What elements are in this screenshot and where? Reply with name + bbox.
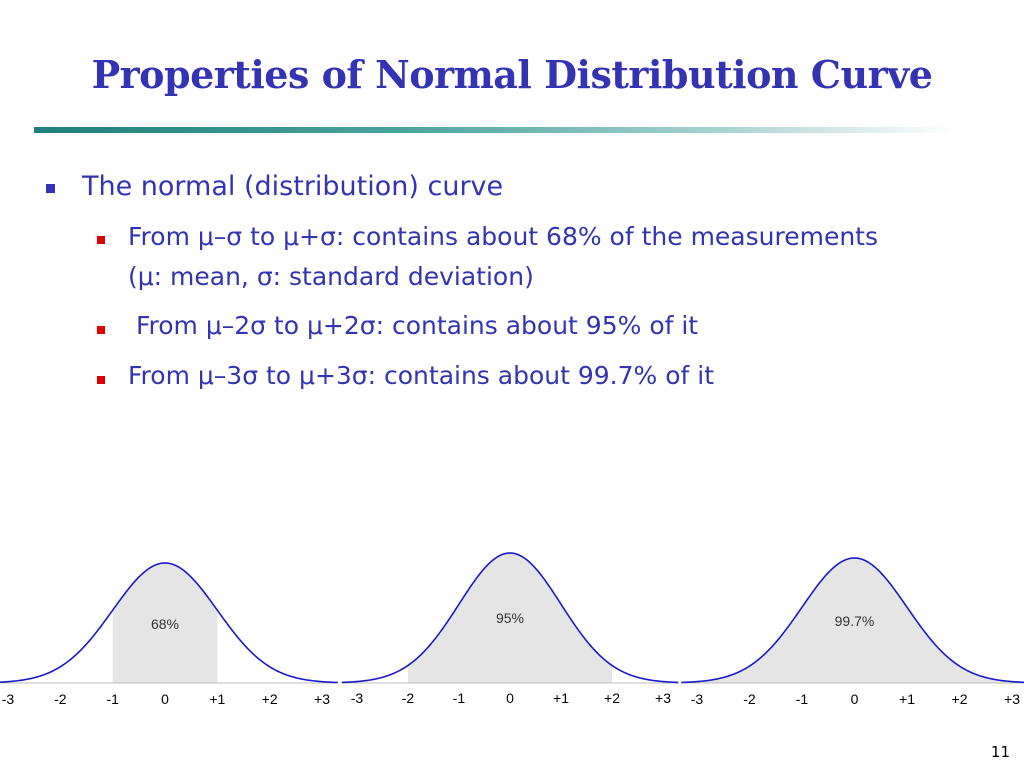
page-number: 11	[990, 743, 1010, 761]
x-tick-label: +3	[655, 690, 671, 706]
percent-label: 95%	[496, 610, 524, 626]
title-divider	[34, 127, 954, 133]
sub-bullet-1: From μ–σ to μ+σ: contains about 68% of t…	[128, 222, 879, 251]
x-tick-label: -2	[54, 691, 67, 707]
x-tick-label: +2	[262, 691, 278, 707]
percent-label: 68%	[151, 616, 179, 632]
normal-curve	[0, 562, 338, 684]
bullet-marker	[46, 184, 55, 193]
shaded-area	[697, 558, 1012, 683]
bullet-main: The normal (distribution) curve	[82, 171, 504, 202]
shaded-area	[408, 553, 612, 683]
x-tick-label: 0	[161, 691, 169, 707]
normal-curve	[681, 557, 1024, 684]
x-tick-label: +3	[1004, 691, 1020, 707]
sub-bullet-marker	[97, 326, 105, 334]
normal-curve	[341, 552, 679, 684]
x-tick-label: -3	[2, 691, 15, 707]
x-tick-label: +2	[952, 691, 968, 707]
x-tick-label: -3	[351, 690, 364, 706]
x-tick-label: -2	[743, 691, 756, 707]
sub-bullet-2: From μ–2σ to μ+2σ: contains about 95% of…	[128, 311, 699, 340]
x-tick-label: +3	[314, 691, 330, 707]
x-tick-label: -2	[402, 690, 415, 706]
percent-label: 99.7%	[835, 613, 875, 629]
chart-panel-1: 68% -3 -2 -1 0 +1 +2 +3	[0, 562, 338, 707]
shaded-area	[112, 563, 218, 683]
sub-bullet-marker	[97, 236, 105, 244]
x-tick-label: +1	[899, 691, 915, 707]
x-tick-label: -1	[106, 691, 119, 707]
chart-panel-2: 95% -3 -2 -1 0 +1 +2 +3	[341, 552, 679, 706]
sub-bullet-3: From μ–3σ to μ+3σ: contains about 99.7% …	[128, 361, 715, 390]
x-tick-label: +2	[604, 690, 620, 706]
x-tick-label: +1	[553, 690, 569, 706]
slide-title: Properties of Normal Distribution Curve	[91, 52, 933, 97]
x-tick-label: +1	[209, 691, 225, 707]
sub-bullet-marker	[97, 376, 105, 384]
chart-panel-3: 99.7% -3 -2 -1 0 +1 +2 +3	[681, 557, 1024, 707]
x-tick-label: 0	[851, 691, 859, 707]
x-tick-label: 0	[506, 690, 514, 706]
sub-bullet-1-continued: (μ: mean, σ: standard deviation)	[128, 262, 534, 291]
x-tick-label: -3	[691, 691, 704, 707]
x-tick-label: -1	[796, 691, 809, 707]
x-tick-label: -1	[453, 690, 466, 706]
